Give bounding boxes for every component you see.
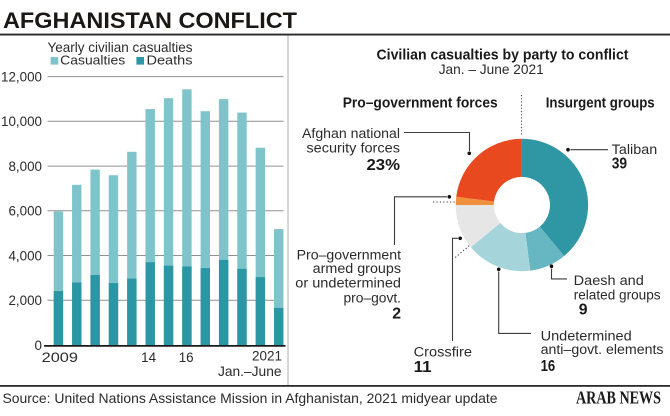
- svg-text:2,000: 2,000: [8, 293, 42, 308]
- svg-text:0: 0: [35, 338, 42, 353]
- svg-text:Insurgent groups: Insurgent groups: [546, 96, 655, 112]
- svg-text:9: 9: [579, 302, 588, 319]
- svg-text:11: 11: [414, 359, 432, 376]
- svg-text:Jan.–June: Jan.–June: [218, 364, 282, 379]
- svg-text:Taliban: Taliban: [612, 142, 658, 158]
- svg-text:Civilian casualties by party t: Civilian casualties by party to conflict: [377, 47, 629, 63]
- svg-text:Daesh and: Daesh and: [574, 273, 644, 289]
- svg-text:2009: 2009: [42, 350, 78, 365]
- svg-text:security forces: security forces: [306, 140, 400, 156]
- svg-text:Source: United Nations Assista: Source: United Nations Assistance Missio…: [3, 391, 498, 406]
- svg-text:10,000: 10,000: [1, 114, 42, 129]
- svg-text:6,000: 6,000: [8, 204, 42, 219]
- svg-text:8,000: 8,000: [8, 159, 42, 174]
- svg-text:Undetermined: Undetermined: [541, 329, 632, 345]
- svg-text:armed groups: armed groups: [313, 261, 401, 277]
- svg-text:ARAB NEWS: ARAB NEWS: [576, 388, 661, 408]
- svg-text:39: 39: [612, 155, 627, 172]
- svg-text:Jan. – June 2021: Jan. – June 2021: [439, 61, 544, 77]
- svg-text:AFGHANISTAN CONFLICT: AFGHANISTAN CONFLICT: [3, 8, 297, 33]
- svg-text:Crossfire: Crossfire: [414, 345, 473, 361]
- svg-text:4,000: 4,000: [8, 248, 42, 263]
- svg-text:anti–govt. elements: anti–govt. elements: [541, 342, 664, 358]
- svg-text:16: 16: [179, 350, 194, 365]
- svg-text:16: 16: [541, 358, 556, 375]
- svg-text:Deaths: Deaths: [147, 53, 194, 68]
- svg-text:2: 2: [392, 305, 401, 322]
- svg-text:Afghan national: Afghan national: [302, 126, 400, 142]
- svg-text:Casualties: Casualties: [60, 53, 126, 68]
- svg-text:23%: 23%: [367, 157, 401, 174]
- svg-text:Yearly civilian casualties: Yearly civilian casualties: [48, 39, 193, 55]
- svg-text:pro–govt.: pro–govt.: [344, 290, 402, 306]
- svg-text:or undetermined: or undetermined: [295, 276, 401, 292]
- svg-text:14: 14: [141, 350, 156, 365]
- svg-text:Pro–government: Pro–government: [297, 247, 401, 263]
- svg-text:12,000: 12,000: [1, 69, 42, 84]
- svg-text:related groups: related groups: [574, 288, 661, 304]
- svg-text:Pro–government forces: Pro–government forces: [343, 96, 498, 112]
- svg-text:2021: 2021: [252, 349, 282, 364]
